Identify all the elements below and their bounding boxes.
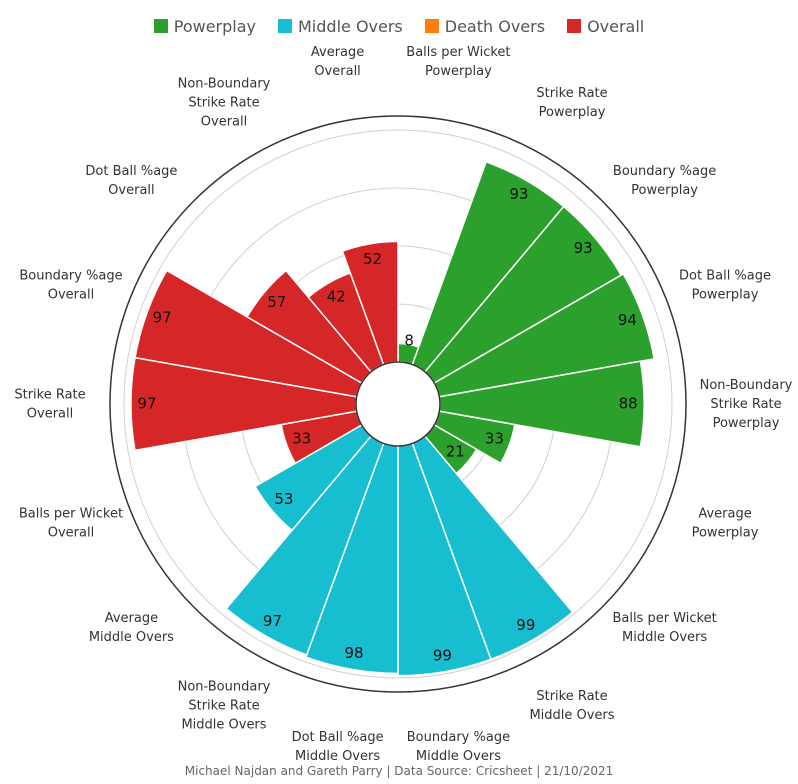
value-label: 33 (292, 430, 311, 448)
outer-circle (109, 115, 687, 693)
legend: Powerplay Middle Overs Death Overs Overall (0, 12, 798, 40)
value-label: 94 (618, 311, 637, 329)
legend-swatch (567, 19, 582, 33)
value-label: 21 (446, 443, 465, 461)
category-label-line: Balls per Wicket (19, 507, 123, 522)
legend-label: Middle Overs (298, 16, 403, 36)
category-label-line: Strike Rate (536, 689, 607, 704)
value-label: 93 (509, 185, 528, 203)
legend-swatch (424, 19, 439, 33)
category-label-line: Dot Ball %age (292, 730, 384, 745)
category-label-line: Overall (48, 287, 94, 302)
category-label-line: Strike Rate (14, 388, 85, 403)
category-label-line: Strike Rate (188, 698, 259, 713)
category-label: Average Overall (311, 45, 364, 79)
value-label: 42 (327, 288, 346, 306)
category-label: Dot Ball %age Middle Overs (292, 730, 384, 764)
category-label-line: Boundary %age (613, 164, 716, 179)
category-label-line: Powerplay (631, 183, 698, 198)
category-label-line: Powerplay (425, 64, 492, 79)
category-label-line: Middle Overs (89, 630, 174, 645)
legend-item-middle-overs[interactable]: Middle Overs (278, 17, 403, 36)
value-label: 33 (485, 430, 504, 448)
category-label-line: Powerplay (692, 287, 759, 302)
category-label: Boundary %age Middle Overs (407, 730, 510, 764)
category-label-line: Balls per Wicket (612, 611, 716, 626)
category-label: Strike Rate Powerplay (536, 86, 607, 120)
legend-swatch (278, 19, 292, 33)
value-label: 99 (433, 646, 452, 664)
category-label: Boundary %age Overall (19, 268, 122, 302)
category-label: Non-Boundary Strike Rate Overall (178, 77, 271, 130)
category-label-line: Strike Rate (710, 397, 781, 412)
category-label-line: Non-Boundary (178, 679, 271, 694)
legend-swatch (153, 19, 168, 33)
value-label: 52 (363, 250, 382, 268)
value-label: 97 (153, 309, 172, 327)
category-label-line: Non-Boundary (178, 77, 271, 92)
grid-ring (123, 129, 673, 679)
category-label-line: Middle Overs (529, 708, 614, 723)
category-label: Average Powerplay (692, 507, 759, 541)
value-label: 8 (404, 331, 414, 349)
category-label-line: Non-Boundary (700, 378, 793, 393)
value-label: 53 (274, 490, 293, 508)
category-label-line: Powerplay (692, 526, 759, 541)
category-label-line: Strike Rate (188, 96, 259, 111)
category-label: Strike Rate Overall (14, 388, 85, 422)
category-label-line: Overall (108, 183, 154, 198)
legend-label: Powerplay (173, 16, 256, 36)
category-label-line: Boundary %age (407, 730, 510, 745)
category-label-line: Middle Overs (295, 749, 380, 764)
category-label-line: Middle Overs (622, 630, 707, 645)
center-hole (355, 361, 441, 447)
category-label-line: Dot Ball %age (85, 164, 177, 179)
category-label-line: Middle Overs (416, 749, 501, 764)
category-label-line: Average (311, 45, 364, 60)
category-label-line: Powerplay (539, 105, 606, 120)
category-label-line: Overall (48, 526, 94, 541)
category-label-line: Powerplay (713, 416, 780, 431)
category-label-line: Boundary %age (19, 268, 122, 283)
value-label: 97 (137, 395, 156, 413)
category-label: Non-Boundary Strike Rate Powerplay (700, 378, 793, 431)
value-label: 88 (619, 395, 638, 413)
legend-label: Death Overs (444, 16, 546, 36)
category-label-line: Dot Ball %age (679, 268, 771, 283)
category-label: Dot Ball %age Powerplay (679, 268, 771, 302)
category-label: Strike Rate Middle Overs (529, 689, 614, 723)
category-label-line: Average (105, 611, 158, 626)
category-label-line: Overall (314, 64, 360, 79)
legend-item-overall[interactable]: Overall (567, 17, 644, 36)
chart-bars (130, 160, 655, 677)
legend-item-death-overs[interactable]: Death Overs (424, 16, 546, 36)
legend-item-powerplay[interactable]: Powerplay (153, 16, 256, 36)
value-label: 93 (574, 239, 593, 257)
value-label: 57 (267, 293, 286, 311)
footer-credit: Michael Najdan and Gareth Parry | Data S… (184, 764, 614, 778)
value-label: 97 (263, 612, 282, 630)
category-label: Boundary %age Powerplay (613, 164, 716, 198)
category-labels: Balls per Wicket Powerplay Strike Rate Powe… (14, 45, 792, 764)
category-label-line: Middle Overs (181, 717, 266, 732)
category-label-line: Balls per Wicket (406, 45, 510, 60)
category-label-line: Average (698, 507, 751, 522)
category-label-line: Overall (201, 115, 247, 130)
category-label: Balls per Wicket Overall (19, 507, 123, 541)
category-label-line: Overall (27, 407, 73, 422)
category-label: Average Middle Overs (89, 611, 174, 645)
category-label: Non-Boundary Strike Rate Middle Overs (178, 679, 271, 732)
category-label: Balls per Wicket Middle Overs (612, 611, 716, 645)
chart-center (355, 361, 441, 447)
value-labels: 8 93 93 94 88 33 21 99 99 98 97 53 33 97 97 57 42 52 (137, 185, 637, 664)
value-label: 98 (344, 644, 363, 662)
category-label-line: Strike Rate (536, 86, 607, 101)
category-label: Balls per Wicket Powerplay (406, 45, 510, 79)
value-label: 99 (516, 616, 535, 634)
legend-label: Overall (587, 16, 645, 36)
category-label: Dot Ball %age Overall (85, 164, 177, 198)
